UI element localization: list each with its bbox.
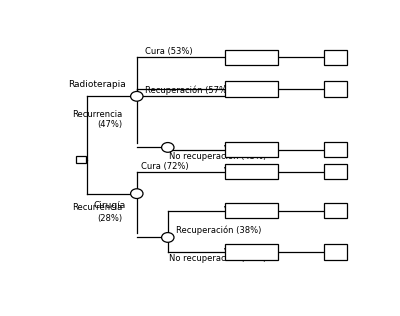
Text: U: U <box>328 205 337 215</box>
Text: A: A <box>336 251 342 258</box>
FancyBboxPatch shape <box>225 203 278 218</box>
Text: No recuperación (43%): No recuperación (43%) <box>169 151 267 161</box>
FancyBboxPatch shape <box>324 245 347 259</box>
FancyBboxPatch shape <box>324 164 347 179</box>
Text: Recurrencia
(28%): Recurrencia (28%) <box>73 204 123 223</box>
Text: A: A <box>336 88 342 95</box>
Text: Recuperación (38%): Recuperación (38%) <box>176 226 261 235</box>
FancyBboxPatch shape <box>225 142 278 157</box>
Text: Voz natural: Voz natural <box>226 53 277 62</box>
FancyBboxPatch shape <box>225 50 278 65</box>
Text: Recuperación (57%): Recuperación (57%) <box>144 85 230 95</box>
Circle shape <box>131 189 143 198</box>
Text: U: U <box>328 84 337 93</box>
Text: Cura (72%): Cura (72%) <box>142 161 189 171</box>
Text: Voz artificial: Voz artificial <box>224 84 279 94</box>
Text: Voz artificial: Voz artificial <box>224 206 279 215</box>
Text: Radioterapia: Radioterapia <box>68 80 126 89</box>
FancyBboxPatch shape <box>225 82 278 97</box>
Text: N: N <box>336 56 343 64</box>
Text: U: U <box>328 145 337 154</box>
Circle shape <box>162 143 174 152</box>
Text: U: U <box>328 167 337 175</box>
FancyBboxPatch shape <box>225 245 278 259</box>
Text: A: A <box>336 148 342 156</box>
Text: Recurrencia
(47%): Recurrencia (47%) <box>73 110 123 129</box>
Text: Cirugía: Cirugía <box>94 201 126 210</box>
Text: Voz artificial: Voz artificial <box>224 167 279 176</box>
FancyBboxPatch shape <box>324 142 347 157</box>
FancyBboxPatch shape <box>324 82 347 97</box>
Text: U: U <box>328 247 337 256</box>
Circle shape <box>131 91 143 101</box>
Text: A: A <box>336 209 342 217</box>
Circle shape <box>162 233 174 242</box>
Text: U: U <box>328 52 337 61</box>
Text: Voz artificial: Voz artificial <box>224 247 279 257</box>
Text: A: A <box>336 170 342 178</box>
FancyBboxPatch shape <box>225 164 278 179</box>
FancyBboxPatch shape <box>324 203 347 218</box>
FancyBboxPatch shape <box>76 156 86 163</box>
Text: No recuperación (62%): No recuperación (62%) <box>169 254 267 264</box>
FancyBboxPatch shape <box>324 50 347 65</box>
Text: Cura (53%): Cura (53%) <box>144 47 192 56</box>
Text: Voz artificial: Voz artificial <box>224 145 279 154</box>
